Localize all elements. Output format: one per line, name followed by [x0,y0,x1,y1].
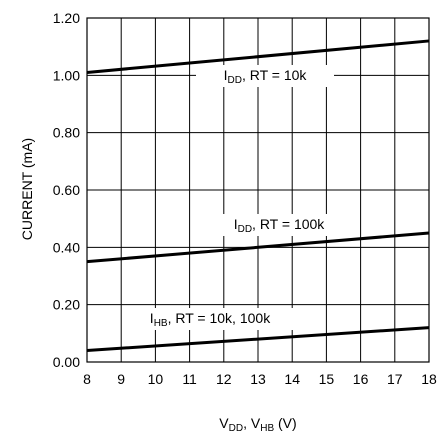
y-tick-label: 0.60 [53,182,80,198]
x-tick-labels: 8 9 10 11 12 13 14 15 16 17 18 [83,371,437,387]
series-labels: IDD, RT = 10k IDD, RT = 100k IHB, RT = 10k… [124,65,342,330]
x-tick-label: 15 [319,371,335,387]
y-tick-label: 0.20 [53,297,80,313]
x-tick-label: 13 [250,371,266,387]
y-tick-label: 0.80 [53,125,80,141]
y-tick-label: 1.20 [53,10,80,26]
series-label-2: IHB, RT = 10k, 100k [150,310,271,329]
x-tick-label: 18 [421,371,437,387]
x-axis-label: VDD, VHB (V) [219,415,296,434]
series-label-background [124,308,296,330]
y-axis-label: CURRENT (mA) [19,138,35,240]
x-tick-label: 11 [182,371,197,387]
series-line-0 [86,39,430,74]
y-tick-label: 0.00 [53,354,80,370]
plot-frame [86,17,430,363]
series-lines [86,39,430,353]
series-label-0: IDD, RT = 10k [224,67,308,86]
x-tick-label: 8 [83,371,91,387]
x-tick-label: 9 [117,371,125,387]
x-tick-label: 16 [353,371,369,387]
series-line-2 [86,326,430,353]
y-tick-label: 1.00 [53,67,80,83]
y-tick-labels: 0.00 0.20 0.40 0.60 0.80 1.00 1.20 [53,10,80,370]
x-tick-label: 10 [148,371,164,387]
series-line-1 [86,231,430,264]
x-tick-label: 14 [284,371,300,387]
series-label-background [196,65,334,87]
y-tick-label: 0.40 [53,239,80,255]
series-label-1: IDD, RT = 100k [234,216,326,235]
x-tick-label: 17 [387,371,403,387]
series-label-background [216,214,342,236]
x-tick-label: 12 [216,371,232,387]
